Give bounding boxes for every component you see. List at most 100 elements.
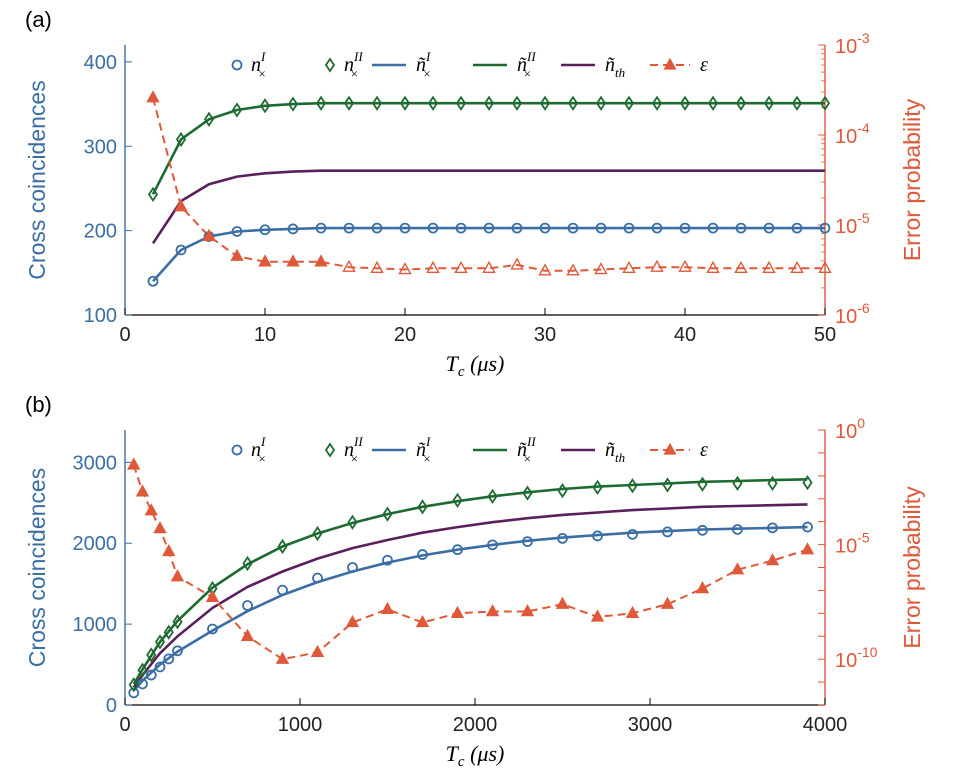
point-n-II xyxy=(707,95,719,111)
legend-label-main: ñ xyxy=(517,439,527,461)
legend-entry-n_II: nII × xyxy=(324,434,363,466)
x-tick-label: 50 xyxy=(814,324,836,346)
tick-base: 10 xyxy=(835,216,857,238)
y-tick-label-left: 300 xyxy=(84,136,117,158)
point-n-I xyxy=(452,544,463,556)
point-n-I xyxy=(287,223,299,235)
point-epsilon xyxy=(370,260,384,274)
y-tick-label-right: 10-4 xyxy=(835,120,870,148)
point-epsilon xyxy=(818,260,832,274)
tick-exponent: -4 xyxy=(857,120,870,136)
point-n-II xyxy=(417,499,428,515)
tick-base: 10 xyxy=(835,421,857,443)
point-n-II xyxy=(147,186,159,202)
legend-label: nII × xyxy=(344,434,363,466)
point-n-II xyxy=(277,538,288,555)
point-epsilon xyxy=(678,259,692,272)
x-tick-label: 30 xyxy=(534,324,556,346)
point-n-I xyxy=(487,539,498,551)
y-tick-label-left: 100 xyxy=(84,305,117,327)
point-n-II xyxy=(763,95,775,111)
point-n-I xyxy=(259,224,271,236)
point-n-II xyxy=(487,488,498,504)
x-title-sub: c xyxy=(458,364,465,380)
x-tick-label: 0 xyxy=(119,324,130,346)
point-epsilon xyxy=(345,615,360,628)
legend-label: ñII × xyxy=(517,49,536,81)
point-epsilon xyxy=(310,644,325,657)
point-n-I xyxy=(522,536,533,548)
point-n-II xyxy=(203,111,215,127)
legend-label: ñth xyxy=(605,439,625,465)
point-n-II xyxy=(592,479,603,496)
point-epsilon xyxy=(510,257,524,270)
point-n-II xyxy=(259,98,271,114)
x-tick-label: 1000 xyxy=(278,714,323,736)
tick-exponent: -5 xyxy=(857,210,870,226)
legend-entry-nt_I: ñI × xyxy=(372,434,431,466)
point-n-II xyxy=(154,634,166,650)
point-n-II xyxy=(595,95,607,111)
legend-label-main: ñ xyxy=(517,54,527,76)
point-n-I xyxy=(623,222,635,234)
x-axis-title: Tc (μs) xyxy=(446,741,505,770)
point-n-I xyxy=(427,222,439,234)
point-n-I xyxy=(557,532,568,544)
legend-label-sub: × xyxy=(524,66,531,81)
point-epsilon xyxy=(520,604,535,617)
legend-label-sup: II xyxy=(526,49,536,64)
y-tick-label-right: 10-5 xyxy=(835,530,870,558)
point-epsilon xyxy=(240,628,255,641)
point-n-II xyxy=(287,96,299,112)
y-tick-label-left: 3000 xyxy=(73,452,118,474)
point-n-I xyxy=(592,530,603,542)
point-n-II xyxy=(539,95,551,111)
point-epsilon xyxy=(538,263,552,276)
y-tick-label-left: 0 xyxy=(106,695,117,717)
legend-icon-circle xyxy=(231,59,243,71)
legend-label-sub: × xyxy=(524,451,531,466)
point-n-II xyxy=(146,647,157,663)
point-n-II xyxy=(567,95,579,111)
point-n-II xyxy=(732,475,743,492)
point-n-II xyxy=(347,514,358,530)
point-epsilon xyxy=(730,562,745,575)
series-line-epsilon xyxy=(152,97,825,272)
legend-label-main: ñ xyxy=(416,54,426,76)
legend-entry-nt_II: ñII × xyxy=(473,49,536,81)
point-n-I xyxy=(347,562,358,573)
legend-label: ñI × xyxy=(416,49,431,81)
point-epsilon xyxy=(205,589,220,603)
legend-entry-eps: ε xyxy=(650,54,708,76)
legend-label-sup: I xyxy=(260,49,266,64)
y-tick-label-left: 200 xyxy=(84,221,117,243)
point-n-I xyxy=(735,222,747,234)
point-n-II xyxy=(399,95,411,111)
legend-label: ñII × xyxy=(517,434,536,466)
y-axis-title-left: Cross coincidences xyxy=(24,468,50,667)
point-n-II xyxy=(242,555,253,572)
legend-label-sup: II xyxy=(353,434,363,449)
point-n-II xyxy=(791,95,803,111)
tick-exponent: -6 xyxy=(857,300,870,316)
point-n-I xyxy=(679,222,691,234)
x-title-unit: (μs) xyxy=(465,351,505,376)
series-line-n-tilde-I xyxy=(152,226,825,283)
point-epsilon xyxy=(594,262,608,275)
point-n-II xyxy=(627,478,638,494)
series-line-epsilon xyxy=(132,464,808,661)
point-n-II xyxy=(511,95,523,111)
point-n-I xyxy=(595,222,607,234)
x-tick-label: 20 xyxy=(394,324,416,346)
point-epsilon xyxy=(765,553,780,566)
point-epsilon xyxy=(454,260,468,274)
legend-entry-nt_I: ñI × xyxy=(372,49,431,81)
point-n-I xyxy=(697,524,708,536)
point-epsilon xyxy=(734,260,748,274)
y-tick-label-left: 2000 xyxy=(73,533,118,555)
x-tick-label: 2000 xyxy=(453,714,498,736)
point-epsilon xyxy=(398,262,412,275)
point-n-I xyxy=(163,653,175,665)
tick-exponent: 0 xyxy=(857,415,865,431)
y-axis-title-left: Cross coincidences xyxy=(24,80,50,279)
